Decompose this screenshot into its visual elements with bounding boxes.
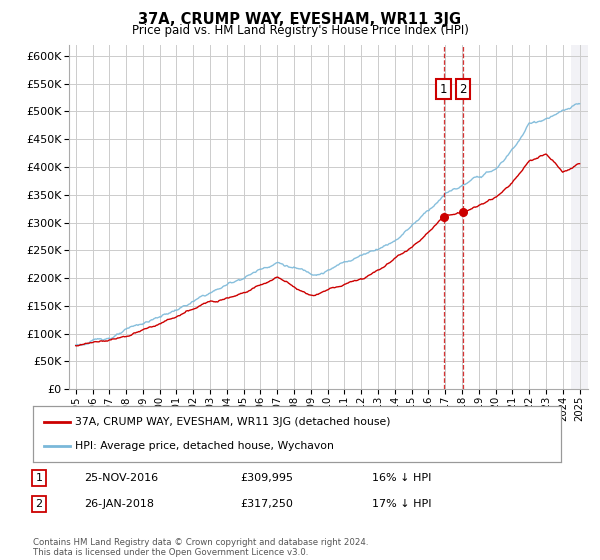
Text: HPI: Average price, detached house, Wychavon: HPI: Average price, detached house, Wych…	[75, 441, 334, 451]
Text: Contains HM Land Registry data © Crown copyright and database right 2024.
This d: Contains HM Land Registry data © Crown c…	[33, 538, 368, 557]
Text: 26-JAN-2018: 26-JAN-2018	[84, 499, 154, 509]
Text: 37A, CRUMP WAY, EVESHAM, WR11 3JG: 37A, CRUMP WAY, EVESHAM, WR11 3JG	[139, 12, 461, 27]
Text: 16% ↓ HPI: 16% ↓ HPI	[372, 473, 431, 483]
Text: Price paid vs. HM Land Registry's House Price Index (HPI): Price paid vs. HM Land Registry's House …	[131, 24, 469, 37]
Text: 2: 2	[460, 83, 467, 96]
Text: 2: 2	[35, 499, 43, 509]
Text: 17% ↓ HPI: 17% ↓ HPI	[372, 499, 431, 509]
Text: 37A, CRUMP WAY, EVESHAM, WR11 3JG (detached house): 37A, CRUMP WAY, EVESHAM, WR11 3JG (detac…	[75, 417, 391, 427]
Text: 1: 1	[440, 83, 448, 96]
Text: £317,250: £317,250	[240, 499, 293, 509]
Bar	[571, 45, 590, 389]
Text: 25-NOV-2016: 25-NOV-2016	[84, 473, 158, 483]
Text: 1: 1	[35, 473, 43, 483]
Text: £309,995: £309,995	[240, 473, 293, 483]
